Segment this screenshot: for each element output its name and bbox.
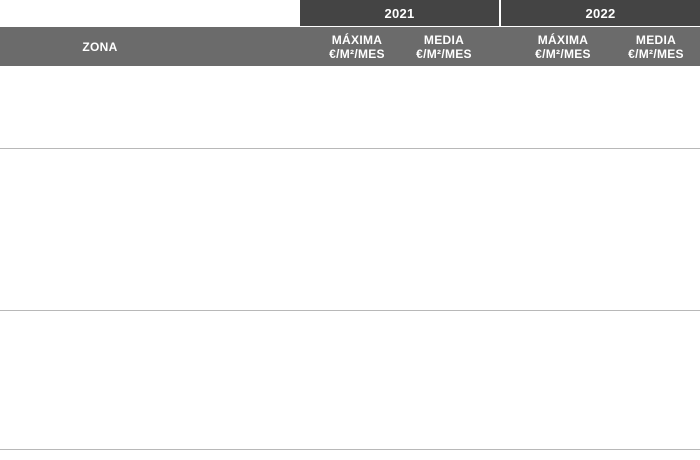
row-divider	[0, 310, 700, 311]
column-header-media-2022: MEDIA €/M²/MES	[612, 27, 700, 66]
column-header-max-2022-line2: €/M²/MES	[535, 46, 591, 61]
row-divider	[0, 148, 700, 149]
column-header-max-2022: MÁXIMA €/M²/MES	[519, 27, 607, 66]
column-header-max-2021-line1: MÁXIMA	[331, 32, 383, 47]
column-header-media-2021: MEDIA €/M²/MES	[400, 27, 488, 66]
column-header-media-2022-line2: €/M²/MES	[628, 46, 684, 61]
column-header-media-2021-line1: MEDIA	[423, 32, 465, 47]
table-row	[0, 67, 700, 148]
table-row	[0, 150, 700, 310]
column-header-zona: ZONA	[0, 27, 200, 66]
table-row	[0, 312, 700, 449]
year-header-2022: 2022	[501, 0, 700, 26]
row-divider	[0, 449, 700, 450]
column-header-max-2022-line1: MÁXIMA	[537, 32, 589, 47]
column-header-max-2021-line2: €/M²/MES	[329, 46, 385, 61]
column-header-media-2021-line2: €/M²/MES	[416, 46, 472, 61]
column-header-row: ZONA MÁXIMA €/M²/MES MEDIA €/M²/MES MÁXI…	[0, 27, 700, 66]
column-header-media-2022-line1: MEDIA	[635, 32, 677, 47]
year-header-2021: 2021	[300, 0, 499, 26]
column-header-zona-label: ZONA	[82, 39, 118, 54]
column-header-max-2021: MÁXIMA €/M²/MES	[313, 27, 401, 66]
